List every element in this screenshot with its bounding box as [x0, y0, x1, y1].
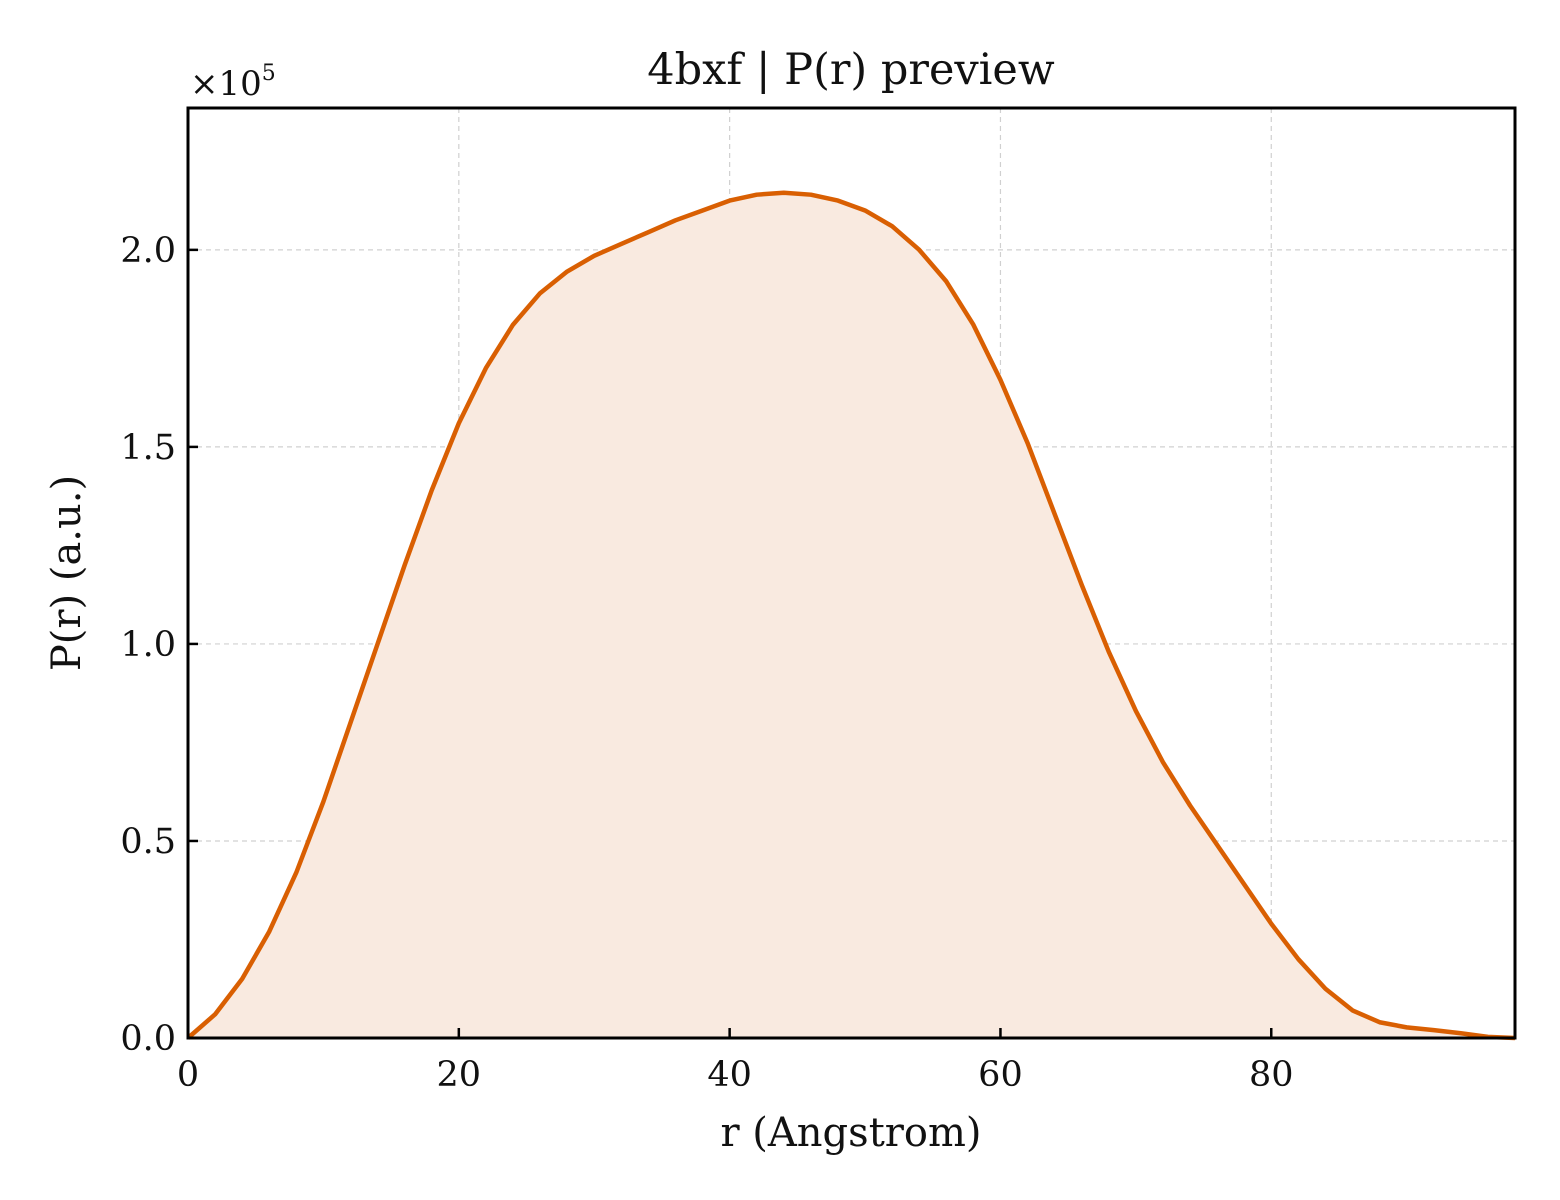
y-tick-label: 0.0	[120, 1019, 176, 1059]
x-tick-label: 20	[437, 1055, 482, 1095]
ticks	[186, 248, 1273, 1040]
x-tick-labels: 0 20 40 60 80	[177, 1055, 1294, 1095]
y-tick-label: 0.5	[120, 822, 176, 862]
y-axis-title: P(r) (a.u.)	[44, 475, 90, 671]
x-tick-label: 80	[1249, 1055, 1294, 1095]
y-tick-label: 1.5	[120, 428, 176, 468]
x-tick-label: 0	[177, 1055, 199, 1095]
y-tick-label: 1.0	[120, 625, 176, 665]
y-tick-label: 2.0	[120, 231, 176, 271]
y-multiplier: ×105	[190, 61, 276, 104]
x-tick-label: 60	[978, 1055, 1023, 1095]
series-line	[186, 190, 1516, 1041]
y-tick-labels: 0.0 0.5 1.0 1.5 2.0	[120, 231, 176, 1059]
chart-title: 4bxf | P(r) preview	[647, 45, 1055, 95]
y-multiplier-base: ×10	[190, 64, 262, 104]
area-fill	[188, 192, 1515, 1039]
plot-frame	[186, 106, 1517, 1040]
y-multiplier-exponent: 5	[262, 61, 276, 86]
x-tick-label: 40	[707, 1055, 752, 1095]
x-axis-title: r (Angstrom)	[720, 1110, 981, 1156]
